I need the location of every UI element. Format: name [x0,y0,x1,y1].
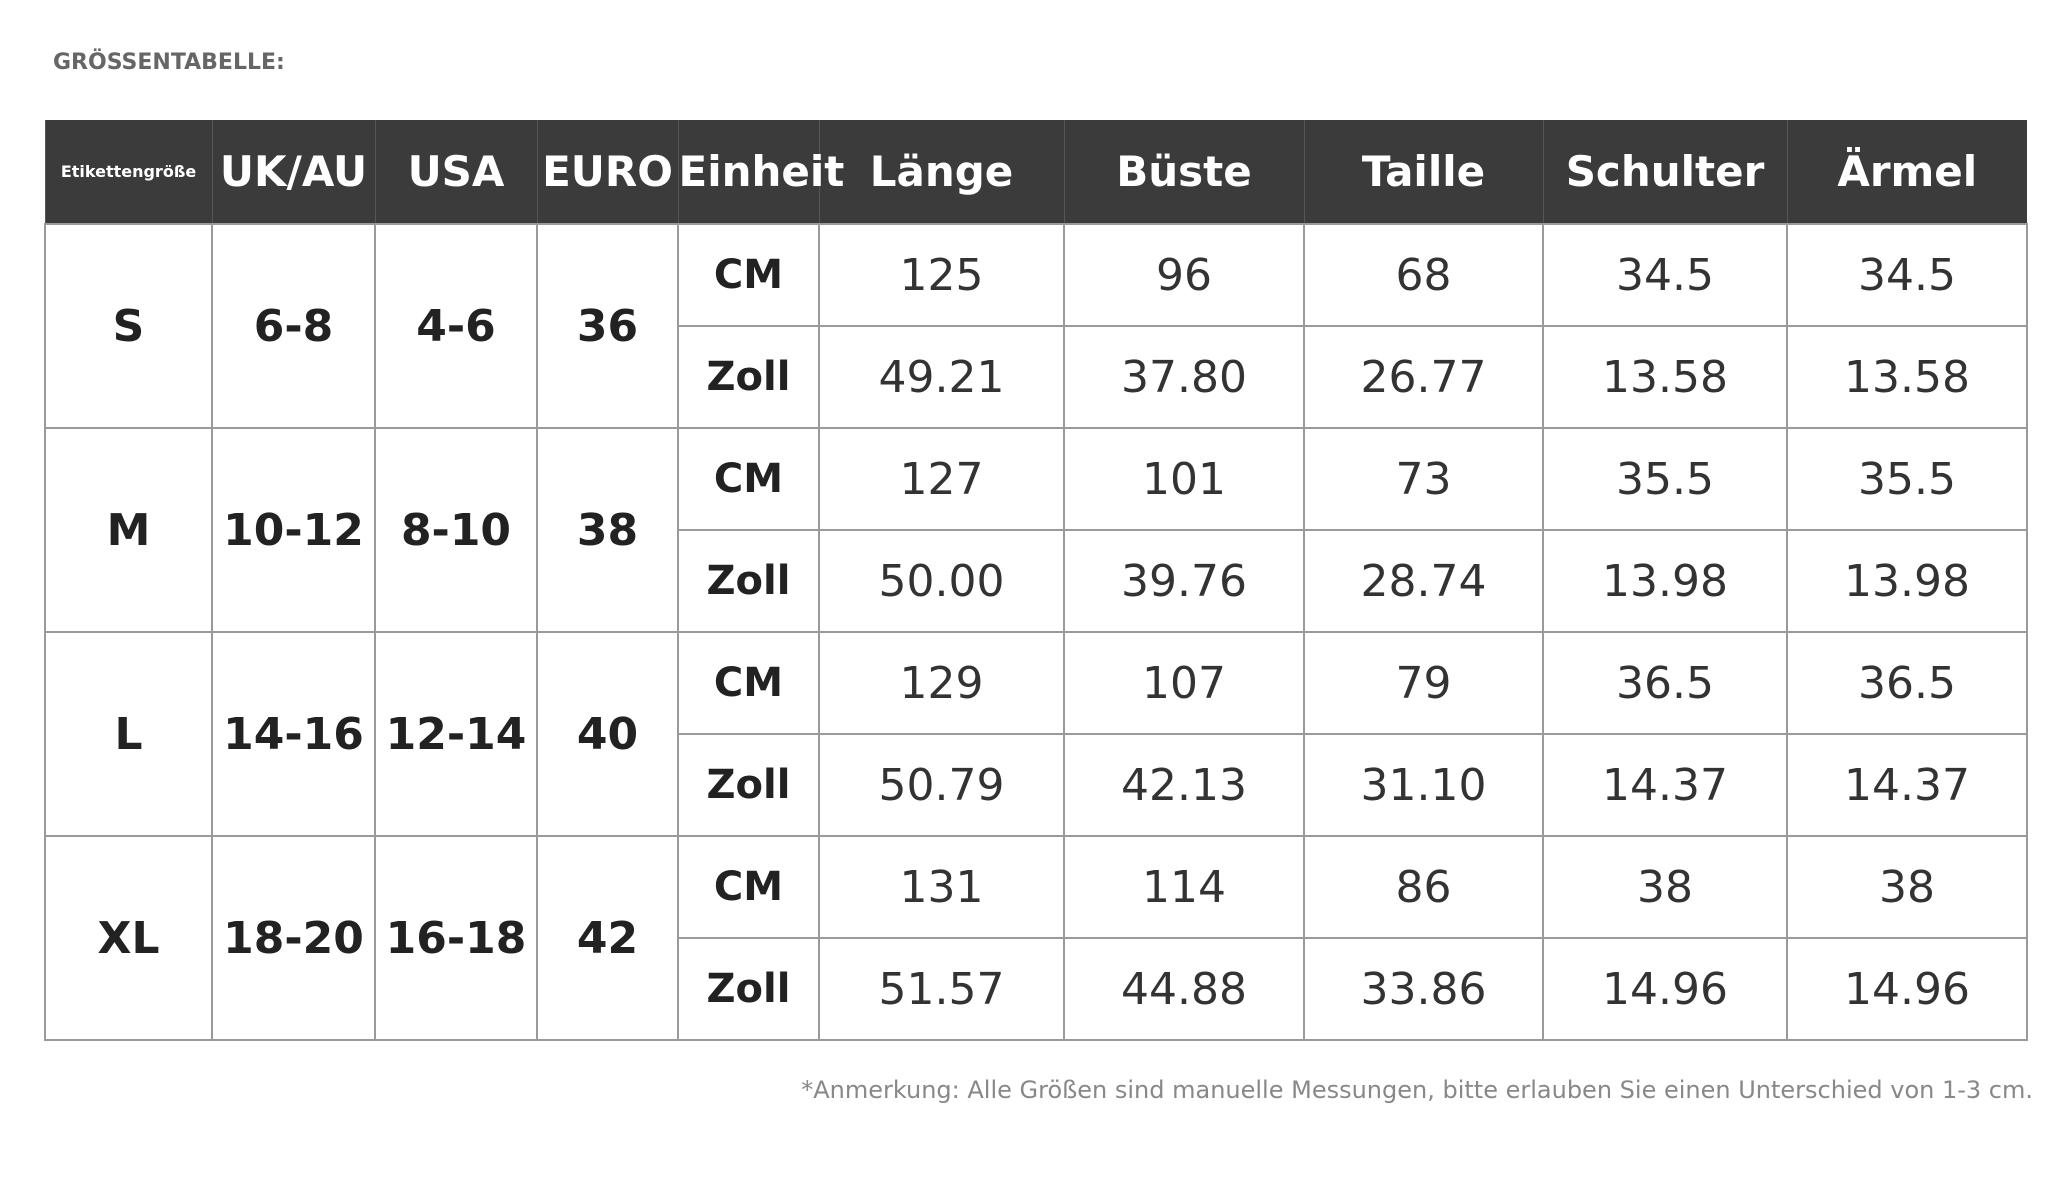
value-cell: 79 [1303,631,1544,735]
value-cell: 129 [818,631,1065,735]
size-cell: 12-14 [374,631,538,837]
value-cell: 13.58 [1542,325,1788,429]
table-row: L 14-16 12-14 40 CM 129 107 79 36.5 36.5 [44,631,2028,837]
title: GRÖSSENTABELLE: [53,50,285,75]
table-row: Zoll 50.79 42.13 31.10 14.37 14.37 [45,733,2028,837]
table-row: M 10-12 8-10 38 CM 127 101 73 35.5 35.5 [44,427,2028,633]
size-cell: L [44,631,213,837]
size-table: Etikettengröße UK/AU USA EURO Einheit Länge Bü… [44,120,2028,1041]
size-cell: 14-16 [211,631,376,837]
value-cell: 37.80 [1063,325,1305,429]
value-cell: 14.37 [1786,733,2028,837]
size-cell: 4-6 [374,223,538,429]
column-header: Schulter [1542,120,1787,224]
value-cell: 68 [1303,223,1544,327]
value-cell: 50.00 [818,529,1065,633]
value-cell: 26.77 [1303,325,1544,429]
unit-cell: CM [677,427,820,531]
table-row: Zoll 49.21 37.80 26.77 13.58 13.58 [45,325,2028,429]
value-cell: 13.98 [1786,529,2028,633]
column-header: Büste [1063,120,1304,224]
column-header: UK/AU [211,120,375,224]
column-header: Einheit [677,120,844,224]
size-cell: M [44,427,213,633]
value-cell: 14.96 [1542,937,1788,1041]
value-cell: 14.37 [1542,733,1788,837]
unit-cell: Zoll [677,733,820,837]
value-cell: 42.13 [1063,733,1305,837]
table-row: Zoll 51.57 44.88 33.86 14.96 14.96 [45,937,2028,1041]
value-cell: 28.74 [1303,529,1544,633]
value-cell: 50.79 [818,733,1065,837]
value-cell: 125 [818,223,1065,327]
size-cell: 42 [536,835,679,1041]
value-cell: 38 [1542,835,1788,939]
unit-cell: CM [677,223,820,327]
header-row: Etikettengröße UK/AU USA EURO Einheit Länge Bü… [44,120,2027,224]
value-cell: 73 [1303,427,1544,531]
column-header: USA [374,120,537,224]
value-cell: 51.57 [818,937,1065,1041]
value-cell: 13.98 [1542,529,1788,633]
column-header: EURO [536,120,678,224]
note: *Anmerkung: Alle Größen sind manuelle Me… [801,1076,2033,1104]
value-cell: 49.21 [818,325,1065,429]
value-cell: 31.10 [1303,733,1544,837]
value-cell: 35.5 [1542,427,1788,531]
value-cell: 38 [1786,835,2028,939]
unit-cell: Zoll [677,937,820,1041]
value-cell: 33.86 [1303,937,1544,1041]
size-cell: 10-12 [211,427,376,633]
table-row: S 6-8 4-6 36 CM 125 96 68 34.5 34.5 [44,223,2028,429]
size-cell: 18-20 [211,835,376,1041]
column-header: Länge [818,120,1064,224]
value-cell: 39.76 [1063,529,1305,633]
size-cell: 6-8 [211,223,376,429]
size-cell: 36 [536,223,679,429]
column-header: Taille [1303,120,1543,224]
value-cell: 96 [1063,223,1305,327]
value-cell: 34.5 [1542,223,1788,327]
value-cell: 131 [818,835,1065,939]
size-cell: 40 [536,631,679,837]
size-cell: XL [44,835,213,1041]
value-cell: 44.88 [1063,937,1305,1041]
value-cell: 127 [818,427,1065,531]
column-header: Etikettengröße [44,120,212,224]
value-cell: 36.5 [1542,631,1788,735]
unit-cell: Zoll [677,529,820,633]
value-cell: 34.5 [1786,223,2028,327]
value-cell: 86 [1303,835,1544,939]
unit-cell: Zoll [677,325,820,429]
value-cell: 107 [1063,631,1305,735]
unit-cell: CM [677,835,820,939]
value-cell: 101 [1063,427,1305,531]
value-cell: 36.5 [1786,631,2028,735]
size-cell: 16-18 [374,835,538,1041]
size-cell: 38 [536,427,679,633]
value-cell: 114 [1063,835,1305,939]
table-body: S 6-8 4-6 36 CM 125 96 68 34.5 34.5 Zoll 49.21 37.80… [44,223,2028,1041]
table-row: XL 18-20 16-18 42 CM 131 114 86 38 38 [44,835,2028,1041]
value-cell: 35.5 [1786,427,2028,531]
unit-cell: CM [677,631,820,735]
value-cell: 13.58 [1786,325,2028,429]
column-header: Ärmel [1786,120,2027,224]
value-cell: 14.96 [1786,937,2028,1041]
size-cell: S [44,223,213,429]
size-cell: 8-10 [374,427,538,633]
table-row: Zoll 50.00 39.76 28.74 13.98 13.98 [45,529,2028,633]
